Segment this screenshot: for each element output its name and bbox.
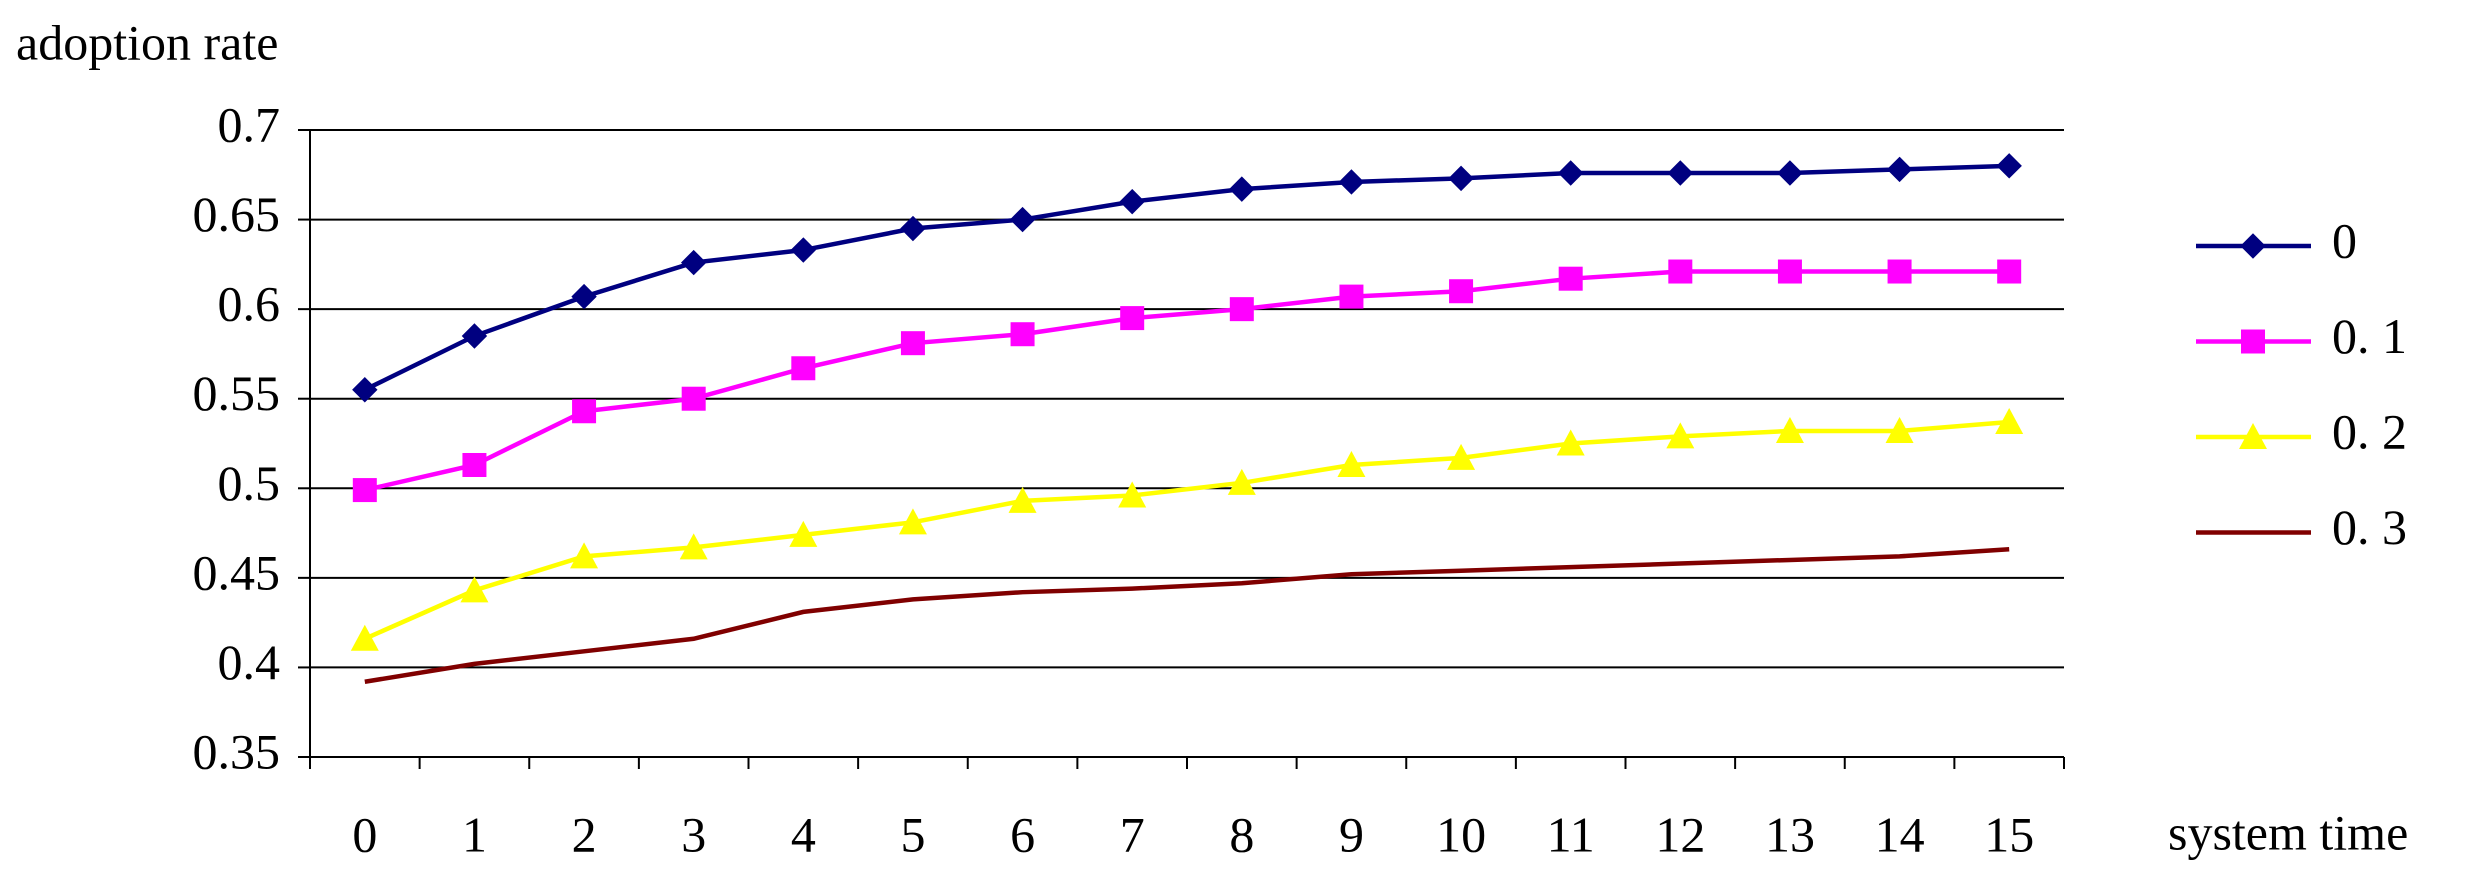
- data-point: [1227, 468, 1256, 495]
- data-point: [1886, 156, 1913, 183]
- x-tick-label: 12: [1655, 806, 1705, 862]
- data-point: [1229, 176, 1255, 202]
- legend-label: 0: [2332, 212, 2357, 268]
- data-point: [350, 624, 379, 651]
- x-tick-label: 1: [462, 806, 487, 862]
- legend-label: 0. 2: [2332, 403, 2407, 459]
- data-point: [1995, 408, 2024, 435]
- data-point: [1009, 206, 1036, 233]
- x-tick-label: 3: [681, 806, 706, 862]
- data-point: [1775, 416, 1804, 443]
- data-point: [791, 356, 816, 381]
- data-point: [681, 386, 706, 411]
- data-point: [570, 542, 599, 569]
- data-point: [1010, 322, 1035, 347]
- y-tick-label: 0.4: [218, 634, 281, 690]
- data-point: [1556, 429, 1585, 456]
- data-point: [1338, 169, 1365, 195]
- data-point: [460, 576, 489, 603]
- data-point: [679, 533, 708, 560]
- data-point: [1887, 259, 1912, 284]
- x-tick-label: 2: [572, 806, 597, 862]
- series-line: [364, 546, 2010, 684]
- data-point: [1448, 165, 1474, 192]
- y-axis-label: adoption rate: [16, 14, 278, 70]
- series-line: [364, 269, 2010, 493]
- data-point: [1668, 259, 1693, 284]
- data-point: [1008, 486, 1037, 513]
- data-point: [1447, 443, 1476, 470]
- y-tick-label: 0.7: [218, 96, 281, 152]
- y-tick-label: 0.5: [218, 455, 281, 511]
- y-tick-label: 0.45: [193, 544, 281, 600]
- x-tick-label: 11: [1547, 806, 1595, 862]
- data-point: [1557, 160, 1584, 186]
- data-point: [1666, 422, 1695, 449]
- x-axis-label: system time: [2168, 804, 2408, 860]
- data-point: [680, 249, 707, 276]
- data-point: [1119, 188, 1145, 215]
- data-point: [572, 399, 597, 424]
- x-tick-label: 13: [1765, 806, 1815, 862]
- data-point: [462, 452, 487, 477]
- data-point: [1449, 279, 1474, 304]
- data-point: [1777, 259, 1802, 284]
- data-point: [898, 508, 927, 535]
- x-tick-label: 6: [1010, 806, 1035, 862]
- series-line: [363, 419, 2010, 641]
- data-point: [1337, 450, 1366, 477]
- data-point: [352, 478, 377, 503]
- data-point: [1667, 160, 1694, 186]
- x-tick-label: 7: [1120, 806, 1145, 862]
- data-point: [1120, 306, 1145, 331]
- data-point: [790, 237, 817, 263]
- data-point: [571, 283, 597, 310]
- y-tick-label: 0.35: [193, 723, 281, 779]
- data-point: [1118, 481, 1147, 508]
- legend-label: 0. 1: [2332, 308, 2407, 364]
- data-point: [1229, 297, 1254, 322]
- legend-marker: [2241, 329, 2265, 354]
- x-tick-label: 5: [900, 806, 925, 862]
- data-point: [352, 377, 378, 403]
- legend-marker: [2240, 233, 2266, 259]
- data-point: [1885, 416, 1914, 443]
- x-tick-label: 10: [1436, 806, 1486, 862]
- data-point: [1558, 266, 1583, 291]
- data-point: [1777, 160, 1803, 186]
- data-point: [461, 323, 488, 349]
- x-tick-label: 15: [1984, 806, 2034, 862]
- data-point: [1997, 259, 2022, 284]
- x-tick-label: 0: [352, 806, 377, 862]
- data-point: [1339, 284, 1364, 309]
- y-tick-label: 0.65: [193, 186, 281, 242]
- x-tick-label: 9: [1339, 806, 1364, 862]
- x-tick-label: 4: [791, 806, 816, 862]
- x-tick-label: 14: [1875, 806, 1925, 862]
- data-point: [900, 215, 926, 242]
- data-point: [789, 520, 818, 547]
- data-point: [1996, 153, 2022, 179]
- legend-marker: [2239, 423, 2267, 449]
- y-tick-label: 0.6: [218, 276, 281, 332]
- legend-label: 0. 3: [2332, 499, 2407, 555]
- y-tick-label: 0.55: [193, 365, 281, 421]
- x-tick-label: 8: [1229, 806, 1254, 862]
- data-point: [900, 331, 925, 356]
- series-line: [363, 163, 2010, 392]
